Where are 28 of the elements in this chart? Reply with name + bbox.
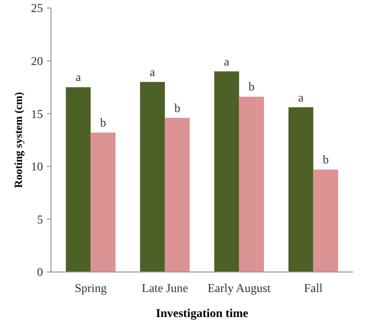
x-tick-label: Early August: [208, 281, 272, 295]
bar: [239, 96, 264, 272]
x-tick-label: Late June: [142, 281, 188, 295]
y-tick-label: 10: [31, 160, 43, 174]
bar: [66, 87, 91, 272]
y-tick-label: 5: [37, 212, 43, 226]
data-label: b: [322, 152, 329, 167]
data-label: a: [150, 64, 156, 79]
y-axis-title: Rooting system (cm): [13, 92, 25, 188]
y-tick-label: 0: [37, 265, 43, 280]
x-tick-label: Spring: [74, 281, 107, 295]
bar: [90, 132, 116, 272]
x-axis-title: Investigation time: [156, 306, 249, 320]
x-tick-label: Fall: [304, 281, 324, 295]
bar: [164, 118, 190, 272]
data-label: b: [174, 100, 180, 115]
y-tick-label: 15: [31, 106, 43, 121]
data-label: b: [248, 80, 255, 94]
bar: [288, 107, 314, 272]
y-tick-label: 20: [31, 54, 43, 68]
y-tick-label: 25: [31, 1, 43, 16]
bar: [313, 170, 338, 272]
data-label: b: [100, 116, 106, 130]
data-label: a: [76, 70, 82, 84]
data-label: a: [224, 54, 230, 68]
bar: [140, 82, 165, 272]
data-label: a: [298, 90, 304, 104]
bar: [214, 71, 240, 272]
